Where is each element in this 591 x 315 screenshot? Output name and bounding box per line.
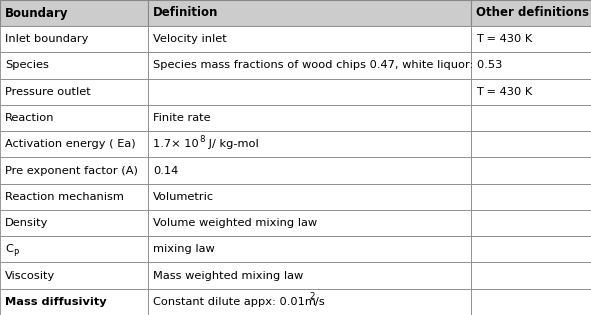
Text: T = 430 K: T = 430 K xyxy=(476,87,532,97)
Text: /s: /s xyxy=(315,297,324,307)
Text: Reaction mechanism: Reaction mechanism xyxy=(5,192,124,202)
Bar xyxy=(0,236,148,262)
Text: C: C xyxy=(5,244,13,254)
Text: Constant dilute appx: 0.01m: Constant dilute appx: 0.01m xyxy=(153,297,316,307)
Text: 0.14: 0.14 xyxy=(153,165,178,175)
Text: Mass weighted mixing law: Mass weighted mixing law xyxy=(153,271,303,281)
Bar xyxy=(471,0,591,26)
Text: Species mass fractions of wood chips 0.47, white liquor: 0.53: Species mass fractions of wood chips 0.4… xyxy=(153,60,502,71)
Text: Velocity inlet: Velocity inlet xyxy=(153,34,227,44)
Bar xyxy=(471,78,591,105)
Bar xyxy=(0,105,148,131)
Bar xyxy=(0,52,148,78)
Text: Reaction: Reaction xyxy=(5,113,54,123)
Bar xyxy=(471,105,591,131)
Bar xyxy=(148,78,471,105)
Bar xyxy=(0,210,148,236)
Text: 1.7× 10: 1.7× 10 xyxy=(153,139,199,149)
Bar xyxy=(148,131,471,158)
Bar xyxy=(471,26,591,52)
Bar xyxy=(148,105,471,131)
Text: 8: 8 xyxy=(199,135,204,144)
Text: Species: Species xyxy=(5,60,49,71)
Bar xyxy=(0,26,148,52)
Bar xyxy=(148,289,471,315)
Bar xyxy=(148,158,471,184)
Text: Density: Density xyxy=(5,218,48,228)
Text: Viscosity: Viscosity xyxy=(5,271,55,281)
Bar xyxy=(148,26,471,52)
Text: Finite rate: Finite rate xyxy=(153,113,210,123)
Text: Activation energy ( Ea): Activation energy ( Ea) xyxy=(5,139,135,149)
Text: Inlet boundary: Inlet boundary xyxy=(5,34,89,44)
Text: T = 430 K: T = 430 K xyxy=(476,34,532,44)
Text: Definition: Definition xyxy=(153,7,219,20)
Bar xyxy=(0,184,148,210)
Bar xyxy=(0,289,148,315)
Bar xyxy=(471,262,591,289)
Bar xyxy=(471,158,591,184)
Bar xyxy=(471,210,591,236)
Bar xyxy=(471,131,591,158)
Bar xyxy=(148,262,471,289)
Text: P: P xyxy=(13,249,18,258)
Bar xyxy=(471,184,591,210)
Text: Pressure outlet: Pressure outlet xyxy=(5,87,91,97)
Bar xyxy=(0,0,148,26)
Text: Boundary: Boundary xyxy=(5,7,69,20)
Bar xyxy=(471,236,591,262)
Bar xyxy=(0,131,148,158)
Bar xyxy=(148,52,471,78)
Text: mixing law: mixing law xyxy=(153,244,215,254)
Text: Other definitions: Other definitions xyxy=(476,7,589,20)
Bar xyxy=(0,262,148,289)
Text: Volume weighted mixing law: Volume weighted mixing law xyxy=(153,218,317,228)
Text: Pre exponent factor (A): Pre exponent factor (A) xyxy=(5,165,138,175)
Text: Volumetric: Volumetric xyxy=(153,192,214,202)
Bar xyxy=(148,184,471,210)
Bar xyxy=(148,0,471,26)
Bar xyxy=(148,236,471,262)
Text: J/ kg-mol: J/ kg-mol xyxy=(205,139,259,149)
Bar xyxy=(0,78,148,105)
Bar xyxy=(148,210,471,236)
Bar xyxy=(0,158,148,184)
Text: Mass diffusivity: Mass diffusivity xyxy=(5,297,106,307)
Text: 2: 2 xyxy=(309,292,314,301)
Bar xyxy=(471,289,591,315)
Bar xyxy=(471,52,591,78)
